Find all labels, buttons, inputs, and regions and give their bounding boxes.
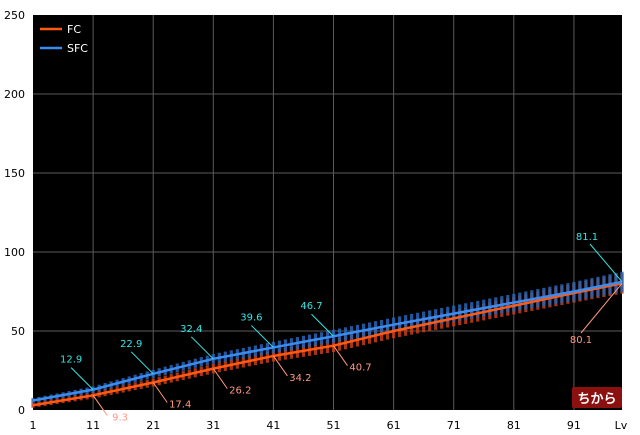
x-tick-label: 51 xyxy=(327,419,341,432)
x-tick-label: 91 xyxy=(567,419,581,432)
fc-data-label: 80.1 xyxy=(570,335,592,346)
grid-lines xyxy=(33,15,622,410)
fc-label-leader xyxy=(272,355,288,377)
x-tick-label: 1 xyxy=(30,419,37,432)
x-tick-label: 21 xyxy=(146,419,160,432)
stat-badge-background xyxy=(572,387,622,408)
x-tick-label: 41 xyxy=(266,419,280,432)
fc-data-label: 26.2 xyxy=(229,386,251,397)
fc-label-leader xyxy=(580,283,623,334)
x-tick-label: 31 xyxy=(206,419,220,432)
data-labels: 9.3 17.4 26.2 34.2 40.7 80.1 12.9 22.9 32.4 39.6 4… xyxy=(60,232,623,423)
fc-label-leader xyxy=(92,395,108,416)
fc-series-line xyxy=(32,282,623,407)
sfc-label-leader xyxy=(130,351,154,375)
legend-label-sfc: SFC xyxy=(67,42,88,55)
stat-badge-label: ちから xyxy=(577,392,616,407)
fc-label-leader xyxy=(333,345,348,366)
y-tick-label: 200 xyxy=(4,88,25,101)
y-tick-label: 150 xyxy=(4,167,25,180)
sfc-data-label: 39.6 xyxy=(240,312,262,323)
sfc-data-label: 32.4 xyxy=(180,324,202,335)
y-tick-label: 50 xyxy=(11,325,25,338)
sfc-label-leader xyxy=(251,325,274,348)
sfc-label-leader xyxy=(70,367,94,390)
sfc-label-leader xyxy=(589,243,623,283)
fc-data-label: 34.2 xyxy=(289,373,311,384)
fc-data-label: 40.7 xyxy=(349,363,371,374)
stat-badge: ちから xyxy=(572,387,622,408)
fc-label-leader xyxy=(152,382,168,403)
legend: FC SFC xyxy=(40,23,88,55)
x-tick-label: 71 xyxy=(447,419,461,432)
sfc-label-leader xyxy=(311,313,334,337)
sfc-label-leader xyxy=(190,336,214,360)
sfc-data-label: 81.1 xyxy=(576,232,598,243)
y-tick-label: 250 xyxy=(4,9,25,22)
sfc-data-label: 46.7 xyxy=(300,301,322,312)
x-tick-label: 81 xyxy=(507,419,521,432)
legend-label-fc: FC xyxy=(67,23,81,36)
y-tick-label: 100 xyxy=(4,246,25,259)
sfc-data-label: 12.9 xyxy=(60,355,82,366)
sfc-range-bar xyxy=(31,398,35,403)
fc-data-label: 9.3 xyxy=(112,412,128,423)
fc-label-leader xyxy=(212,368,228,389)
x-tick-label: 11 xyxy=(86,419,100,432)
fc-data-label: 17.4 xyxy=(169,400,191,411)
x-unit-label: Lv xyxy=(615,419,628,432)
y-tick-label: 0 xyxy=(18,404,25,417)
sfc-data-label: 22.9 xyxy=(120,339,142,350)
x-tick-label: 61 xyxy=(387,419,401,432)
